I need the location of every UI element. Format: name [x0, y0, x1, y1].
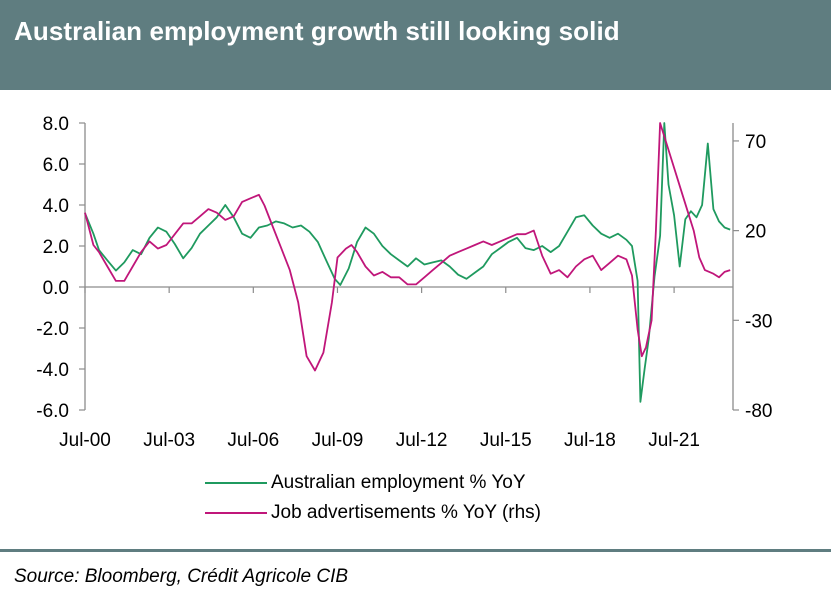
- left-y-tick-label: 0.0: [43, 278, 69, 299]
- x-tick-label: Jul-21: [648, 430, 700, 451]
- left-y-tick-label: 2.0: [43, 237, 69, 258]
- right-y-tick-label: -80: [745, 401, 772, 422]
- right-y-tick-label: -30: [745, 311, 772, 332]
- left-y-tick-label: 4.0: [43, 196, 69, 217]
- series-line-job-ads: [84, 122, 731, 372]
- x-tick-label: Jul-03: [143, 430, 195, 451]
- legend-swatch-employment: [205, 482, 267, 484]
- source-note: Source: Bloomberg, Crédit Agricole CIB: [14, 566, 349, 587]
- left-y-tick-label: 8.0: [43, 114, 69, 135]
- chart-series: [84, 122, 731, 403]
- series-line-employment: [84, 122, 731, 403]
- legend-label-employment: Australian employment % YoY: [271, 472, 526, 493]
- legend-label-job-ads: Job advertisements % YoY (rhs): [271, 502, 542, 523]
- left-y-tick-label: 6.0: [43, 155, 69, 176]
- legend-swatch-job-ads: [205, 512, 267, 514]
- x-tick-label: Jul-12: [396, 430, 448, 451]
- left-y-tick-label: -2.0: [36, 319, 69, 340]
- x-tick-label: Jul-18: [564, 430, 616, 451]
- x-tick-label: Jul-09: [312, 430, 364, 451]
- line-chart: 8.0 6.0 4.0 2.0 0.0 -2.0 -4.0 -6.0 70 20 -30 -80 Jul…: [36, 114, 772, 451]
- x-tick-label: Jul-06: [227, 430, 279, 451]
- left-y-tick-label: -6.0: [36, 401, 69, 422]
- title-banner: Australian employment growth still looki…: [0, 0, 831, 90]
- x-tick-label: Jul-15: [480, 430, 532, 451]
- right-y-tick-label: 70: [745, 132, 766, 153]
- chart-axes: 8.0 6.0 4.0 2.0 0.0 -2.0 -4.0 -6.0 70 20 -30 -80 Jul…: [36, 114, 772, 451]
- footer-divider: [0, 549, 831, 552]
- right-y-tick-label: 20: [745, 222, 766, 243]
- legend: Australian employment % YoY Job advertis…: [205, 468, 541, 528]
- legend-item-job-ads: Job advertisements % YoY (rhs): [205, 498, 541, 528]
- legend-item-employment: Australian employment % YoY: [205, 468, 541, 498]
- left-y-tick-label: -4.0: [36, 360, 69, 381]
- x-tick-label: Jul-00: [59, 430, 111, 451]
- chart-title: Australian employment growth still looki…: [14, 16, 620, 46]
